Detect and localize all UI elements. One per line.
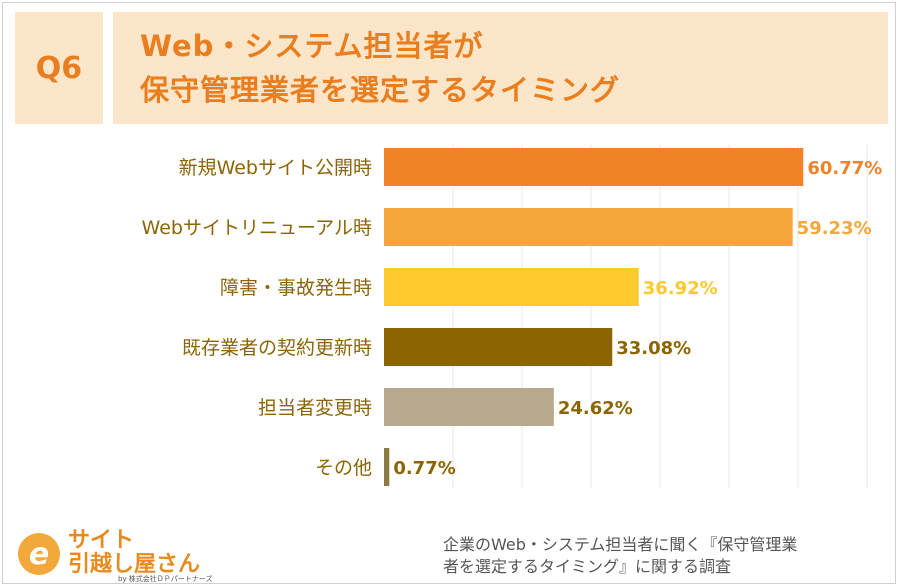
category-label: その他 xyxy=(315,457,372,479)
logo-text-line1: サイト xyxy=(68,528,135,553)
category-label: 新規Webサイト公開時 xyxy=(179,157,372,179)
value-label: 0.77% xyxy=(393,458,455,479)
title-line-2: 保守管理業者を選定するタイミング xyxy=(140,73,621,107)
footnote-line-2: 者を選定するタイミング』に関する調査 xyxy=(443,557,732,576)
bar xyxy=(384,388,554,426)
bar xyxy=(384,268,639,306)
bar xyxy=(384,448,390,486)
value-label: 60.77% xyxy=(807,158,882,179)
logo-e-icon: e xyxy=(18,533,60,575)
value-label: 33.08% xyxy=(616,338,691,359)
bar xyxy=(384,148,804,186)
logo-company: by 株式会社ＤＰパートナーズ xyxy=(118,575,213,583)
bar xyxy=(384,328,613,366)
bar xyxy=(384,208,793,246)
brand-logo: e サイト 引越し屋さん by 株式会社ＤＰパートナーズ xyxy=(10,527,220,583)
survey-footnote: 企業のWeb・システム担当者に聞く『保守管理業 者を選定するタイミング』に関する… xyxy=(443,534,893,578)
logo-text: サイト 引越し屋さん xyxy=(68,529,200,577)
question-number-badge: Q6 xyxy=(15,12,103,124)
category-label: Webサイトリニューアル時 xyxy=(142,217,372,239)
value-label: 59.23% xyxy=(797,218,872,239)
category-label: 既存業者の契約更新時 xyxy=(182,337,372,359)
category-label: 担当者変更時 xyxy=(258,397,372,419)
logo-text-line2: 引越し屋さん xyxy=(68,552,201,577)
question-number: Q6 xyxy=(35,50,83,86)
footnote-line-1: 企業のWeb・システム担当者に聞く『保守管理業 xyxy=(443,535,798,554)
value-label: 36.92% xyxy=(643,278,718,299)
category-label: 障害・事故発生時 xyxy=(220,277,372,299)
title-line-1: Web・システム担当者が xyxy=(140,29,484,63)
value-label: 24.62% xyxy=(558,398,633,419)
title-box: Web・システム担当者が 保守管理業者を選定するタイミング xyxy=(113,12,888,124)
